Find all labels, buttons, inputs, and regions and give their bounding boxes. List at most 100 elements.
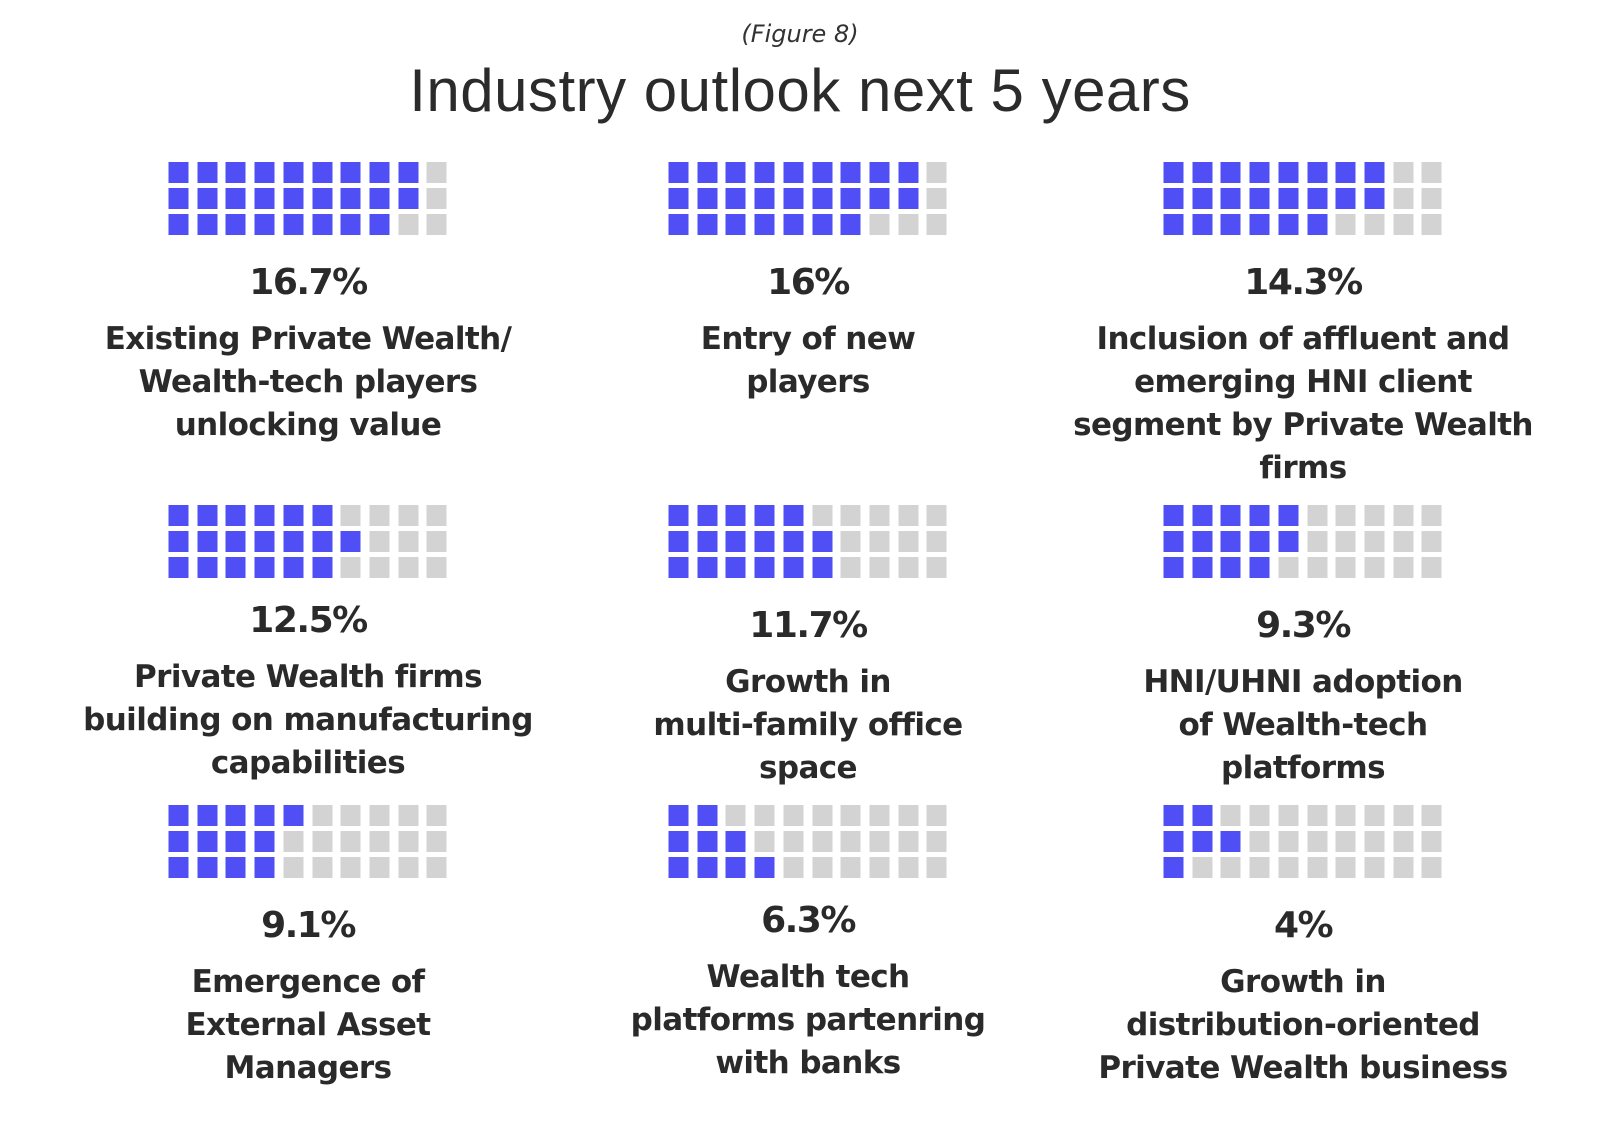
waffle-cell-filled — [1192, 188, 1213, 209]
waffle-cell-filled — [369, 162, 390, 183]
waffle-cell-filled — [783, 162, 804, 183]
waffle-cell-filled — [1249, 162, 1270, 183]
waffle-cell-empty — [369, 805, 390, 826]
waffle-panel: 16% Entry of new players — [578, 162, 1038, 492]
waffle-cell-filled — [754, 531, 775, 552]
waffle-cell-filled — [225, 162, 246, 183]
waffle-cell-filled — [1192, 805, 1213, 826]
waffle-cell-filled — [340, 214, 361, 235]
waffle-cell-empty — [1393, 505, 1414, 526]
waffle-cell-filled — [783, 557, 804, 578]
waffle-cell-filled — [225, 188, 246, 209]
waffle-cell-filled — [1163, 505, 1184, 526]
waffle-cell-empty — [1307, 557, 1327, 578]
waffle-cell-filled — [668, 831, 689, 852]
category-label: Existing Private Wealth/Wealth-tech play… — [104, 321, 512, 443]
waffle-cell-filled — [312, 505, 332, 526]
waffle-cell-empty — [812, 857, 832, 878]
waffle-cell-empty — [426, 531, 447, 552]
waffle-cell-filled — [840, 214, 861, 235]
waffle-cell-filled — [1249, 557, 1270, 578]
waffle-cell-empty — [1307, 805, 1327, 826]
waffle-cell-filled — [168, 531, 189, 552]
waffle-cell-empty — [312, 831, 332, 852]
waffle-cell-empty — [426, 831, 447, 852]
waffle-cell-empty — [754, 831, 775, 852]
waffle-cell-empty — [1278, 857, 1299, 878]
waffle-cell-filled — [1220, 162, 1241, 183]
waffle-cell-filled — [1278, 162, 1299, 183]
waffle-cell-filled — [783, 531, 804, 552]
waffle-cell-filled — [697, 831, 718, 852]
waffle-cell-filled — [398, 162, 419, 183]
waffle-cell-empty — [283, 857, 304, 878]
waffle-cell-filled — [812, 162, 832, 183]
waffle-cell-empty — [1220, 805, 1241, 826]
waffle-cell-empty — [898, 214, 919, 235]
waffle-cell-filled — [725, 857, 746, 878]
waffle-cell-filled — [754, 188, 775, 209]
waffle-cell-empty — [898, 857, 919, 878]
waffle-cell-empty — [369, 531, 390, 552]
waffle-grid — [168, 505, 448, 584]
waffle-cell-filled — [254, 831, 275, 852]
waffle-cell-empty — [869, 214, 890, 235]
waffle-cell-filled — [1192, 831, 1213, 852]
waffle-cell-empty — [398, 214, 419, 235]
waffle-cell-filled — [197, 805, 218, 826]
waffle-cell-empty — [840, 505, 861, 526]
waffle-grid — [168, 162, 448, 241]
waffle-cell-empty — [1249, 805, 1270, 826]
waffle-cell-filled — [668, 505, 689, 526]
waffle-cell-empty — [812, 505, 832, 526]
value-label: 4% — [1273, 905, 1334, 946]
waffle-cell-filled — [1163, 557, 1184, 578]
waffle-cell-filled — [283, 557, 304, 578]
waffle-cell-empty — [840, 805, 861, 826]
waffle-cell-filled — [283, 188, 304, 209]
waffle-cell-empty — [426, 505, 447, 526]
waffle-cell-filled — [898, 162, 919, 183]
waffle-cell-filled — [225, 214, 246, 235]
waffle-cell-empty — [869, 831, 890, 852]
waffle-cell-filled — [725, 214, 746, 235]
waffle-cell-filled — [754, 162, 775, 183]
waffle-cell-filled — [668, 805, 689, 826]
waffle-cell-filled — [283, 162, 304, 183]
waffle-cell-empty — [869, 557, 890, 578]
waffle-cell-filled — [369, 188, 390, 209]
waffle-cell-filled — [1249, 531, 1270, 552]
waffle-cell-filled — [783, 214, 804, 235]
waffle-cell-filled — [725, 831, 746, 852]
waffle-cell-filled — [225, 857, 246, 878]
waffle-cell-filled — [1163, 214, 1184, 235]
waffle-cell-empty — [1307, 505, 1327, 526]
waffle-cell-empty — [1393, 857, 1414, 878]
waffle-cell-empty — [426, 214, 447, 235]
waffle-cell-empty — [312, 805, 332, 826]
waffle-cell-filled — [1163, 162, 1184, 183]
waffle-cell-filled — [225, 805, 246, 826]
waffle-cell-empty — [369, 557, 390, 578]
waffle-cell-empty — [783, 805, 804, 826]
waffle-cell-filled — [1278, 188, 1299, 209]
waffle-cell-filled — [1163, 188, 1184, 209]
waffle-cell-filled — [225, 557, 246, 578]
figure-label: (Figure 8) — [741, 20, 859, 48]
waffle-panel: 9.1% Emergence of External Asset Managers — [78, 805, 538, 1135]
waffle-cell-empty — [1307, 831, 1327, 852]
waffle-cell-filled — [840, 188, 861, 209]
waffle-cell-filled — [1307, 214, 1327, 235]
waffle-cell-empty — [1393, 531, 1414, 552]
waffle-cell-filled — [254, 557, 275, 578]
waffle-cell-filled — [783, 505, 804, 526]
waffle-panel: 14.3% Inclusion of affluent and emerging H… — [1073, 162, 1534, 492]
waffle-cell-filled — [254, 162, 275, 183]
category-label: Emergence of External Asset Managers — [185, 964, 431, 1086]
waffle-cell-empty — [1393, 214, 1414, 235]
waffle-cell-filled — [725, 162, 746, 183]
waffle-cell-empty — [926, 831, 947, 852]
waffle-cell-empty — [840, 831, 861, 852]
waffle-cell-filled — [197, 214, 218, 235]
waffle-cell-filled — [1278, 531, 1299, 552]
